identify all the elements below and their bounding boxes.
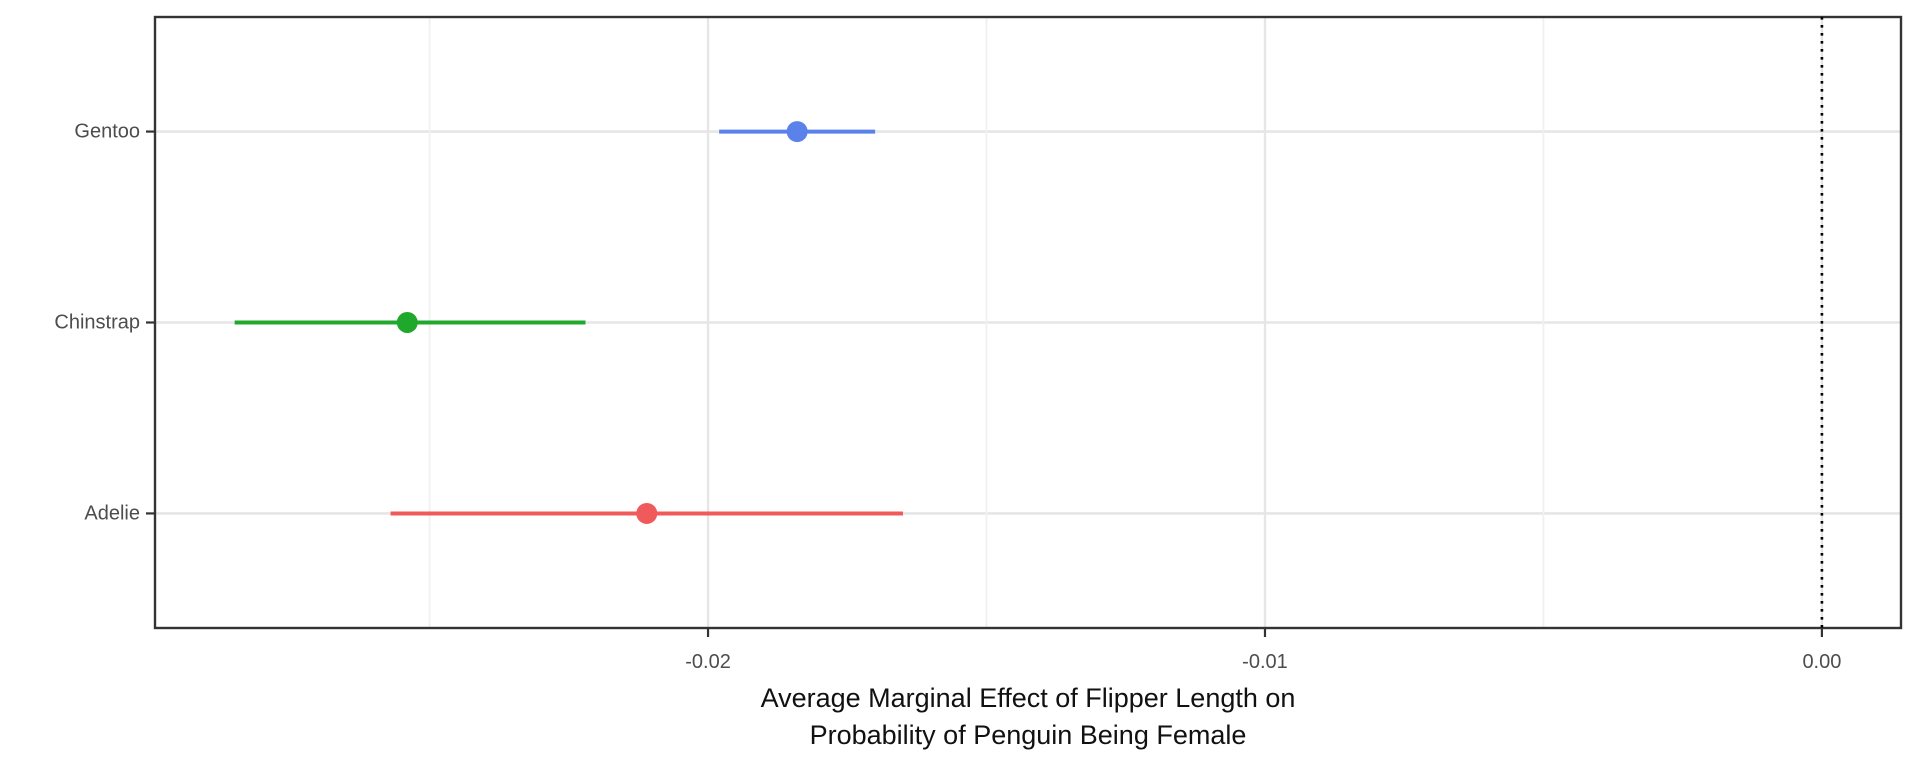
x-axis-title-line-2: Probability of Penguin Being Female [810,720,1247,750]
estimate-point-adelie [636,502,658,524]
estimate-point-gentoo [786,121,808,143]
x-tick-label-0.00: 0.00 [1802,651,1841,673]
x-tick-label--0.02: -0.02 [685,651,731,673]
y-tick-label-adelie: Adelie [84,502,140,524]
y-tick-label-chinstrap: Chinstrap [54,312,140,334]
data-layer [234,121,903,524]
y-tick-label-gentoo: Gentoo [74,121,140,143]
panel-border [153,15,1903,630]
x-axis-title-line-1: Average Marginal Effect of Flipper Lengt… [761,683,1296,713]
x-tick-label--0.01: -0.01 [1242,651,1288,673]
estimate-point-chinstrap [396,312,418,333]
panel-border-layer [153,15,1903,630]
axes-layer: Adelie Chinstrap Gentoo -0.02 -0.01 0.00 [54,121,1841,673]
